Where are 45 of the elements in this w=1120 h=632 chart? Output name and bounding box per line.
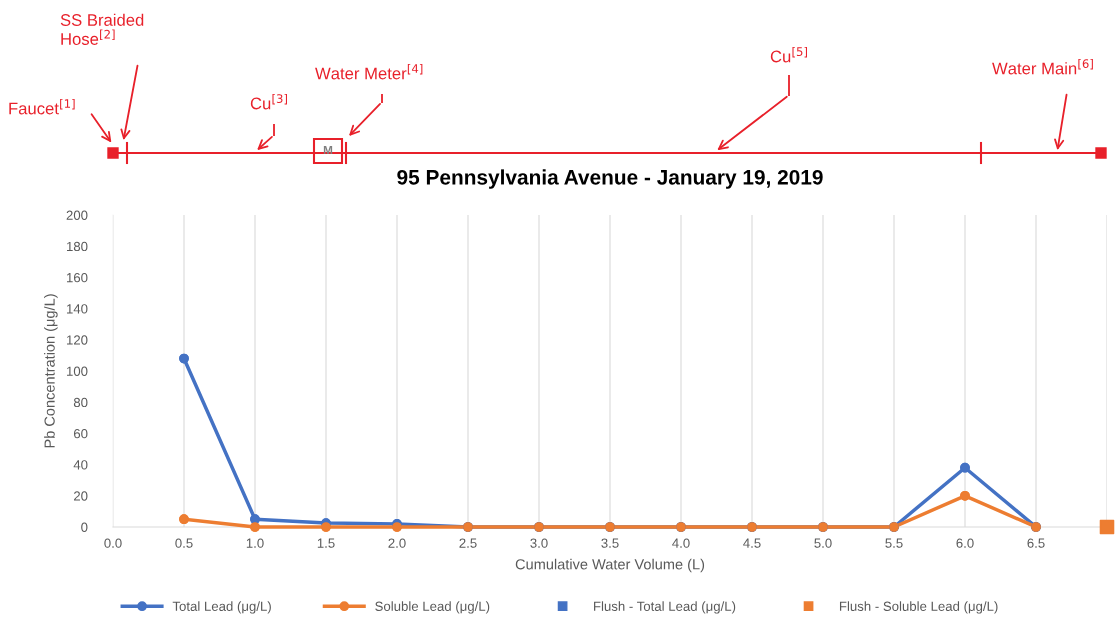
- x-axis-title: Cumulative Water Volume (L): [515, 558, 705, 573]
- y-tick-label: 40: [73, 460, 88, 470]
- legend-label: Flush - Total Lead (μg/L): [594, 601, 736, 614]
- x-tick-label: 4.0: [672, 538, 690, 548]
- point: [960, 462, 970, 473]
- x-tick-label: 1.0: [246, 538, 264, 548]
- point: [250, 522, 260, 532]
- point: [179, 514, 189, 525]
- text: Cu$^{[3]}$: [250, 93, 287, 110]
- legend-label: Flush - Soluble Lead (μg/L): [839, 601, 998, 614]
- x-tick-label: 5.0: [814, 538, 832, 548]
- x-tick-label: 2.0: [388, 538, 406, 548]
- legend-label: Soluble Lead (μg/L): [375, 601, 490, 614]
- text: Faucet$^{[1]}$: [9, 98, 75, 115]
- y-tick-label: 120: [66, 335, 88, 345]
- x-tick-label: 0.5: [175, 538, 193, 548]
- text: SS Braided Hose$^{[2]}$: [60, 13, 144, 45]
- x-tick-label: 4.5: [743, 538, 761, 548]
- chart-title: 95 Pennsylvania Avenue - January 19, 2019: [397, 169, 823, 189]
- x-tick-label: 1.5: [317, 538, 335, 548]
- legend-label: Total Lead (μg/L): [172, 601, 271, 614]
- point: [321, 522, 331, 532]
- y-tick-label: 180: [66, 241, 88, 252]
- x-tick-label: 5.5: [885, 538, 903, 548]
- point: [1099, 519, 1115, 535]
- y-tick-label: 140: [66, 304, 88, 314]
- x-tick-label: 3.0: [530, 538, 548, 548]
- y-tick-label: 160: [66, 272, 88, 283]
- x-tick-label: 6.5: [1027, 538, 1045, 548]
- y-tick-label: 60: [74, 428, 88, 439]
- text: Water Meter$^{[4]}$: [315, 63, 423, 80]
- y-tick-label: 0: [81, 522, 88, 532]
- y-tick-label: 200: [66, 210, 88, 220]
- point: [179, 353, 189, 364]
- text: Water Main$^{[6]}$: [992, 58, 1093, 75]
- y-tick-label: 100: [66, 366, 88, 376]
- text: Cu$^{[5]}$: [770, 46, 807, 63]
- point: [960, 490, 970, 501]
- y-axis-title: Pb Concentration (μg/L): [44, 294, 58, 448]
- y-tick-label: 80: [73, 397, 88, 408]
- y-tick-label: 20: [73, 491, 88, 501]
- x-tick-label: 0.0: [104, 538, 122, 548]
- x-tick-label: 6.0: [956, 538, 974, 548]
- x-tick-label: 3.5: [601, 538, 619, 548]
- x-tick-label: 2.5: [459, 538, 477, 548]
